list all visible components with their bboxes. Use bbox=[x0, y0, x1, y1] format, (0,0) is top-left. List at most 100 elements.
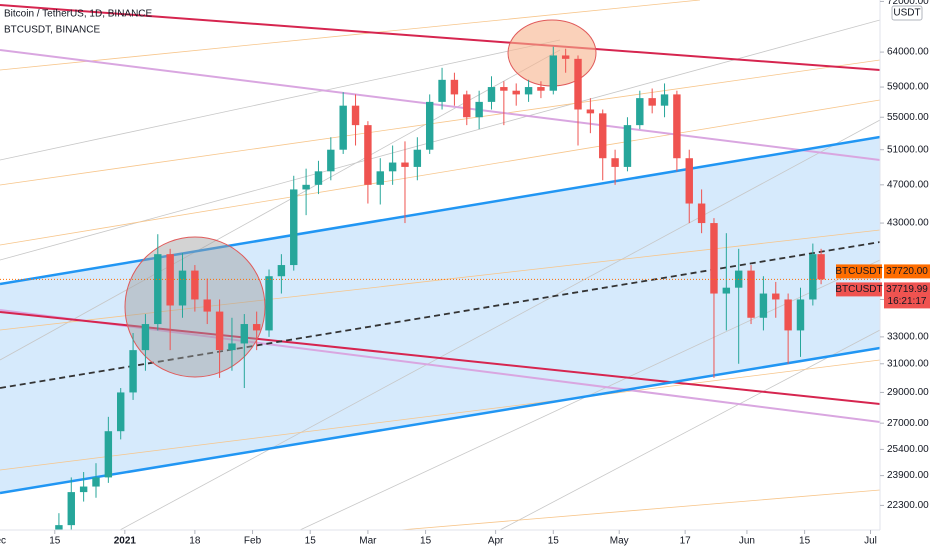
candle-body bbox=[561, 55, 570, 59]
candle-body bbox=[697, 203, 706, 224]
symbol-label: BTCUSDT bbox=[835, 284, 882, 295]
x-tick-label: Feb bbox=[244, 536, 262, 547]
chart-subtitle: BTCUSDT, BINANCE bbox=[4, 25, 100, 36]
candles bbox=[55, 46, 825, 530]
pitch-lines bbox=[0, 0, 880, 530]
candle-body bbox=[475, 101, 483, 118]
y-tick-label: 47000.00 bbox=[887, 179, 929, 190]
candle-body bbox=[129, 350, 137, 393]
countdown-label: 16:21:17 bbox=[888, 296, 927, 307]
candle-body bbox=[55, 525, 63, 530]
y-tick-label: 59000.00 bbox=[887, 82, 929, 93]
candle-body bbox=[141, 324, 150, 351]
drawings bbox=[0, 0, 880, 530]
chart-title: Bitcoin / TetherUS, 1D, BINANCE bbox=[4, 9, 153, 20]
candle-body bbox=[104, 431, 113, 478]
y-tick-label: 64000.00 bbox=[887, 47, 929, 58]
x-tick-label: Jun bbox=[739, 536, 755, 547]
candle-body bbox=[290, 189, 298, 266]
candle-body bbox=[722, 287, 731, 294]
unit-box[interactable] bbox=[891, 5, 923, 21]
candle-body bbox=[574, 58, 582, 110]
candle-body bbox=[425, 101, 434, 150]
candle-body bbox=[487, 87, 496, 102]
candle-body bbox=[549, 55, 558, 91]
candle-body bbox=[117, 392, 125, 432]
candle-body bbox=[166, 254, 174, 306]
purple-line bbox=[0, 49, 880, 161]
candle-body bbox=[512, 90, 520, 95]
candle-body bbox=[327, 149, 335, 172]
axis-unit[interactable]: USDT bbox=[893, 8, 920, 19]
candle-body bbox=[796, 299, 805, 331]
candle-body bbox=[636, 98, 644, 126]
candle-body bbox=[364, 125, 372, 185]
x-tick-label: 18 bbox=[189, 536, 201, 547]
symbol-box bbox=[836, 264, 882, 279]
candle-body bbox=[413, 149, 422, 167]
x-tick-label: 15 bbox=[420, 536, 432, 547]
symbol-box bbox=[836, 282, 882, 297]
candle-body bbox=[240, 324, 249, 344]
candle-body bbox=[817, 254, 825, 280]
candle-body bbox=[376, 171, 384, 185]
price-box bbox=[884, 264, 930, 279]
channel-lower bbox=[0, 346, 880, 495]
mid-line bbox=[0, 241, 880, 389]
candle-body bbox=[351, 105, 360, 126]
candle-body bbox=[648, 98, 656, 106]
y-tick-label: 25400.00 bbox=[887, 444, 929, 455]
candle-body bbox=[500, 87, 508, 91]
candle-body bbox=[79, 486, 88, 493]
x-tick-label: 15 bbox=[799, 536, 811, 547]
y-tick-label: 27000.00 bbox=[887, 418, 929, 429]
candle-body bbox=[215, 311, 224, 351]
candle-body bbox=[228, 343, 236, 351]
candle-body bbox=[388, 162, 397, 172]
channel-fill bbox=[0, 137, 880, 493]
y-tick-label: 55000.00 bbox=[887, 112, 929, 123]
candle-body bbox=[537, 87, 545, 91]
candle-body bbox=[67, 492, 75, 526]
x-tick-label: May bbox=[610, 536, 629, 547]
y-tick-label: 51000.00 bbox=[887, 144, 929, 155]
candle-body bbox=[710, 223, 718, 294]
candle-body bbox=[339, 105, 347, 150]
price-label: 37719.99 bbox=[886, 284, 928, 295]
price-box bbox=[884, 282, 930, 309]
y-tick-label: 31000.00 bbox=[887, 358, 929, 369]
candle-body bbox=[747, 270, 755, 318]
candle-body bbox=[586, 109, 595, 114]
candle-body bbox=[673, 94, 681, 159]
x-tick-label: 15 bbox=[49, 536, 61, 547]
symbol-label: BTCUSDT bbox=[835, 266, 882, 277]
x-tick-label: Jul bbox=[864, 536, 877, 547]
x-tick-label: 2021 bbox=[114, 536, 137, 547]
channel-upper bbox=[0, 135, 880, 286]
red-line bbox=[0, 4, 880, 71]
y-tick-label: 72000.00 bbox=[887, 0, 929, 7]
candle-body bbox=[611, 158, 619, 167]
y-tick-label: 43000.00 bbox=[887, 218, 929, 229]
candle-body bbox=[772, 293, 780, 300]
candle-body bbox=[784, 299, 792, 331]
candle-body bbox=[809, 254, 817, 300]
candle-body bbox=[401, 162, 409, 167]
x-tick-label: Apr bbox=[488, 536, 504, 547]
candle-body bbox=[463, 94, 471, 118]
price-label: 37720.00 bbox=[886, 266, 928, 277]
candle-body bbox=[252, 324, 261, 331]
x-tick-label: 15 bbox=[548, 536, 560, 547]
x-tick-label: Mar bbox=[359, 536, 377, 547]
y-tick-label: 33000.00 bbox=[887, 332, 929, 343]
x-tick-label: 15 bbox=[305, 536, 317, 547]
x-tick-label: 17 bbox=[680, 536, 692, 547]
y-tick-label: 23900.00 bbox=[887, 470, 929, 481]
candle-body bbox=[154, 254, 162, 325]
y-tick-label: 22300.00 bbox=[887, 500, 929, 511]
candle-body bbox=[660, 94, 669, 106]
candle-body bbox=[92, 477, 100, 487]
candle-body bbox=[302, 184, 310, 190]
